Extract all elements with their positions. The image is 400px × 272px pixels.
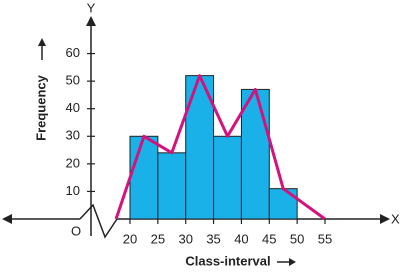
- frequency-polygon: [114, 74, 326, 221]
- arrow-left: [2, 214, 12, 224]
- y-tick-label: 40: [66, 100, 80, 115]
- arrow-right: [380, 214, 390, 224]
- x-tick-label: 40: [234, 231, 248, 246]
- y-tick-label: 60: [66, 45, 80, 60]
- y-axis-name: Y: [87, 0, 96, 15]
- y-label-arrow: [38, 38, 46, 60]
- x-axis-label: Class-interval: [185, 253, 270, 268]
- x-axis-name: X: [391, 211, 400, 226]
- x-tick-label: 55: [318, 231, 332, 246]
- x-tick-label: 35: [206, 231, 220, 246]
- y-tick-label: 30: [66, 128, 80, 143]
- x-tick-label: 20: [123, 231, 137, 246]
- origin-label: O: [71, 223, 81, 238]
- x-tick-label: 50: [290, 231, 304, 246]
- x-label-arrow: [277, 258, 296, 266]
- x-tick-label: 25: [151, 231, 165, 246]
- bar: [213, 135, 242, 220]
- axis-break: [79, 203, 118, 239]
- bar: [129, 135, 159, 220]
- bar: [157, 152, 187, 220]
- x-tick-label: 30: [178, 231, 192, 246]
- bar: [240, 88, 270, 220]
- bar: [268, 188, 298, 220]
- y-tick-label: 20: [66, 155, 80, 170]
- y-tick-label: 50: [66, 73, 80, 88]
- y-axis-label: Frequency: [33, 74, 48, 141]
- y-tick-label: 10: [66, 183, 80, 198]
- arrow-up: [86, 16, 96, 26]
- x-tick-label: 45: [262, 231, 276, 246]
